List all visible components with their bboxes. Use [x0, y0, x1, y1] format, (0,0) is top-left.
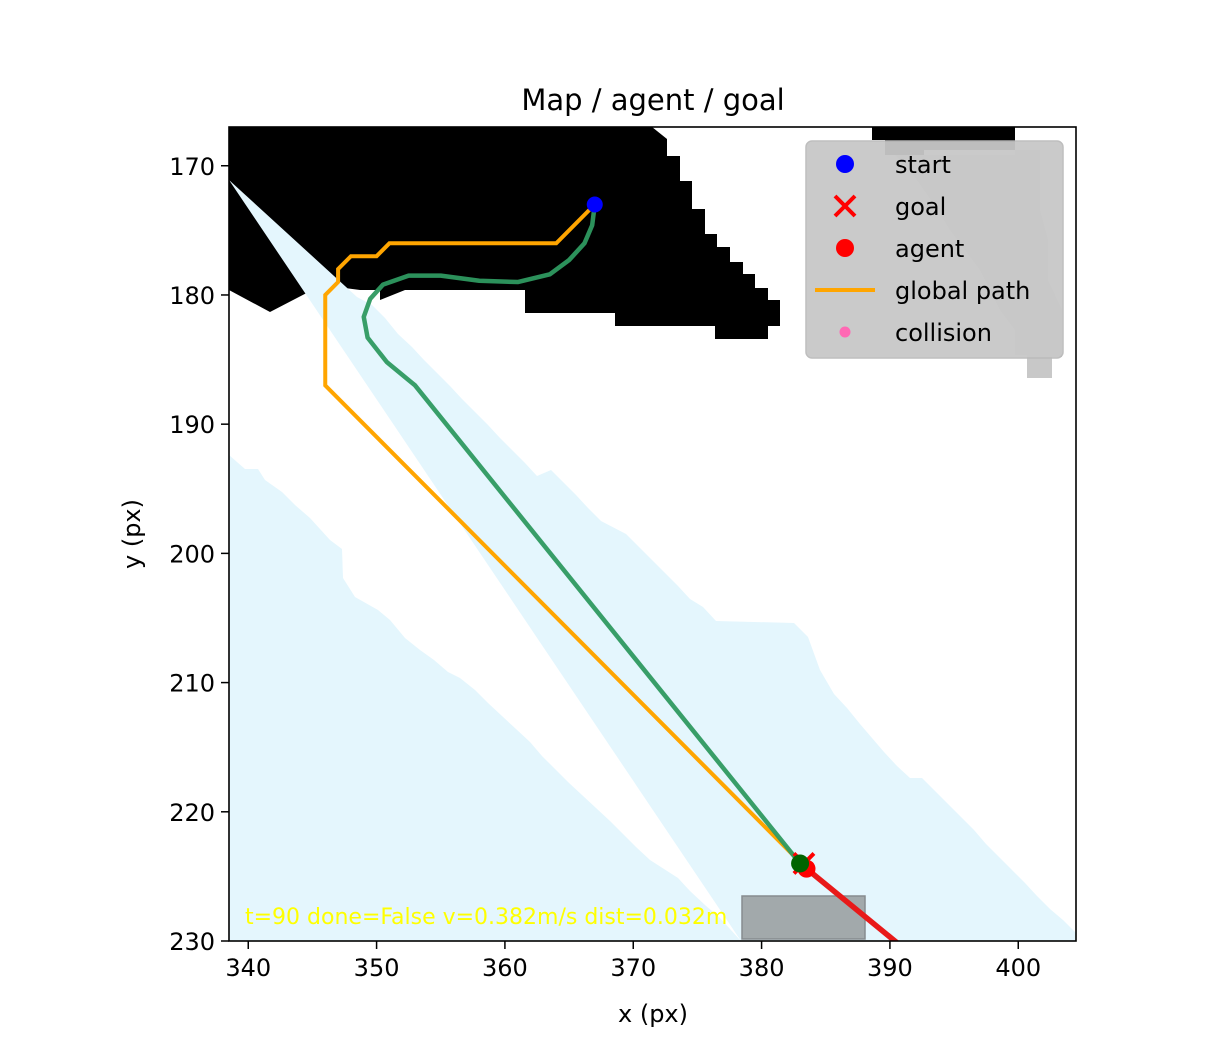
legend-global-path-label: global path	[895, 277, 1030, 305]
legend-goal-marker	[833, 194, 857, 218]
series-layer	[323, 196, 900, 941]
y-tick-label: 220	[169, 799, 215, 827]
agent-trajectory-line	[361, 202, 803, 866]
x-tick-label: 360	[482, 954, 528, 982]
y-tick-label: 180	[169, 282, 215, 310]
legend-agent-marker	[836, 239, 854, 257]
chart-title: Map / agent / goal	[521, 83, 784, 117]
x-tick-label: 390	[867, 954, 913, 982]
x-tick-label: 370	[610, 954, 656, 982]
x-tick-label: 380	[739, 954, 785, 982]
legend-agent-label: agent	[895, 235, 964, 263]
status-text: t=90 done=False v=0.382m/s dist=0.032m	[245, 905, 727, 930]
corridor-region	[229, 180, 1076, 941]
x-tick-label: 350	[354, 954, 400, 982]
legend-start-label: start	[895, 151, 951, 179]
tick-layer: 340 350 360 370 380 390 400 170 180 190 200 210 220 2…	[169, 153, 1041, 982]
agent-heading-line	[804, 866, 900, 941]
agent-position-marker	[791, 854, 810, 873]
y-tick-label: 200	[169, 540, 215, 568]
legend-collision-marker	[839, 326, 851, 338]
y-tick-label: 230	[169, 928, 215, 956]
legend-collision-label: collision	[895, 319, 992, 347]
x-tick-label: 340	[225, 954, 271, 982]
legend: start goal agent global path collision	[805, 140, 1064, 359]
x-axis-label: x (px)	[618, 1000, 688, 1028]
y-tick-label: 170	[169, 153, 215, 181]
x-tick-label: 400	[995, 954, 1041, 982]
legend-start-marker	[836, 155, 854, 173]
legend-goal-label: goal	[895, 193, 946, 221]
y-tick-label: 210	[169, 670, 215, 698]
plot-frame	[228, 126, 1077, 942]
y-tick-label: 190	[169, 411, 215, 439]
y-axis-label: y (px)	[118, 499, 146, 569]
start-marker	[586, 196, 603, 213]
global-path-line	[323, 203, 808, 871]
legend-box	[805, 140, 1064, 359]
